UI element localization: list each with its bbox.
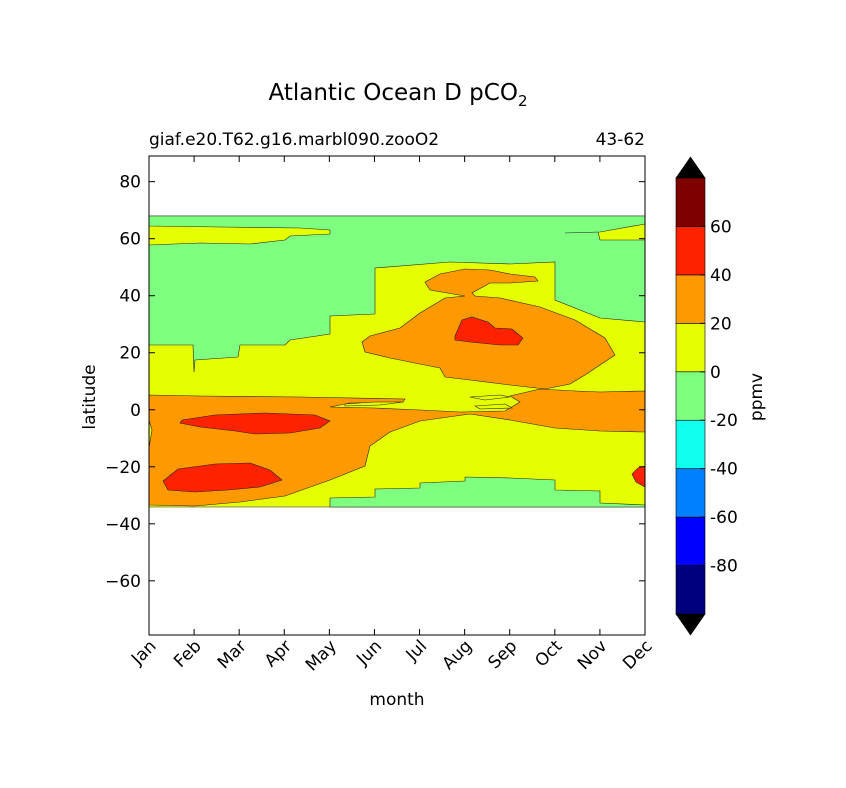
x-tick-label: Jan [127,636,160,669]
colorbar-segment [675,468,706,518]
chart-title: Atlantic Ocean D pCO2 [269,80,528,110]
colorbar-tick-label: 0 [710,363,721,383]
colorbar-segment [675,226,706,276]
y-tick-label: 60 [119,230,141,250]
x-tick-label: Sep [484,636,521,673]
contour-band-red-2 [162,462,283,493]
colorbar-segment [675,419,706,469]
y-tick-label: 20 [119,344,141,364]
colorbar-tick-label: 60 [710,217,732,237]
contour-band-green-south [329,476,645,508]
contour-band-yellow-sliver-2 [469,394,511,401]
x-tick-label: Jun [352,636,386,670]
plot-area [149,156,645,635]
colorbar-extend-top [675,156,706,179]
colorbar-tick-label: -80 [710,557,738,577]
x-tick-label: Nov [574,636,612,674]
y-tick-label: 80 [119,173,141,193]
x-tick-label: Jul [402,636,431,665]
contour-band-yellow-sliver-1 [344,401,404,407]
colorbar-tick-label: 40 [710,266,732,286]
x-tick-label: May [302,636,341,675]
colorbar-tick-label: 20 [710,314,732,334]
y-tick-label: −60 [105,572,141,592]
colorbar-segment [675,371,706,421]
colorbar-tick-label: -20 [710,411,738,431]
y-axis: 80 60 40 20 0 −20 −40 −60 [105,173,645,592]
colorbar-tick-label: -60 [710,508,738,528]
contour-fills [149,215,645,508]
chart-subtitle-right: 43-62 [596,130,645,150]
y-tick-label: 40 [119,287,141,307]
x-tick-label: Apr [261,636,296,671]
plot-frame [148,155,646,636]
colorbar-segment [675,177,706,227]
contour-band-red-3 [454,316,524,346]
x-tick-label: Aug [439,636,477,674]
x-tick-label: Feb [170,636,205,671]
colorbar: 60 40 20 0 -20 -40 -60 -80 [675,156,738,636]
colorbar-label: ppmv [747,373,767,421]
contour-band-green-north [149,215,645,373]
colorbar-segment [675,565,706,615]
colorbar-segment [675,323,706,373]
x-tick-label: Oct [531,636,566,671]
colorbar-segment [675,516,706,566]
y-tick-label: −40 [105,515,141,535]
colorbar-extend-bottom [675,613,706,636]
colorbar-segment [675,274,706,324]
x-tick-label: Mar [214,636,251,673]
contour-band-red-1 [179,412,331,435]
x-axis-label: month [369,690,424,710]
y-tick-label: 0 [130,401,141,421]
contour-band-red-4 [631,465,645,488]
y-tick-label: −20 [105,458,141,478]
x-tick-label: Dec [619,636,656,673]
y-axis-label: latitude [80,364,100,429]
chart-subtitle-left: giaf.e20.T62.g16.marbl090.zooO2 [149,130,439,150]
contour-band-yellow-sliver-3 [474,403,514,410]
colorbar-tick-label: -40 [710,460,738,480]
